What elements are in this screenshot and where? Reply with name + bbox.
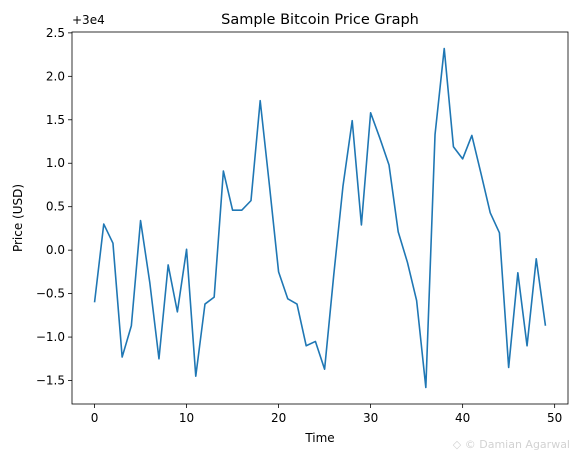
plot-frame bbox=[71, 31, 569, 405]
y-axis-label: Price (USD) bbox=[11, 184, 25, 252]
watermark-text: © Damian Agarwal bbox=[464, 438, 570, 451]
series-layer bbox=[93, 47, 547, 389]
y-tick-label: 1.5 bbox=[46, 113, 65, 127]
y-tick-label: 2.5 bbox=[46, 26, 65, 40]
y-tick-label: −1.5 bbox=[36, 374, 65, 388]
price-series-line bbox=[93, 47, 547, 389]
x-tick-label: 0 bbox=[91, 411, 99, 425]
x-tick-label: 30 bbox=[363, 411, 378, 425]
axis-ticks: 0 10 20 30 40 50 −1.5 −1.0 −0.5 0.0 0.5 1.0 1.5 2.0 2.… bbox=[36, 26, 562, 425]
x-axis-label: Time bbox=[304, 431, 334, 445]
y-tick-label: −1.0 bbox=[36, 330, 65, 344]
y-tick-label: 2.0 bbox=[46, 69, 65, 83]
chart-title: Sample Bitcoin Price Graph bbox=[221, 12, 419, 28]
y-tick-label: −0.5 bbox=[36, 287, 65, 301]
y-tick-label: 0.0 bbox=[46, 243, 65, 257]
watermark: ◇ © Damian Agarwal bbox=[453, 438, 570, 451]
y-tick-label: 0.5 bbox=[46, 200, 65, 214]
watermark-icon: ◇ bbox=[452, 438, 462, 451]
x-tick-label: 10 bbox=[179, 411, 194, 425]
y-tick-label: 1.0 bbox=[46, 156, 65, 170]
x-tick-label: 40 bbox=[455, 411, 470, 425]
x-tick-label: 20 bbox=[271, 411, 286, 425]
x-tick-label: 50 bbox=[547, 411, 562, 425]
y-axis-offset-label: +3e4 bbox=[72, 13, 105, 27]
